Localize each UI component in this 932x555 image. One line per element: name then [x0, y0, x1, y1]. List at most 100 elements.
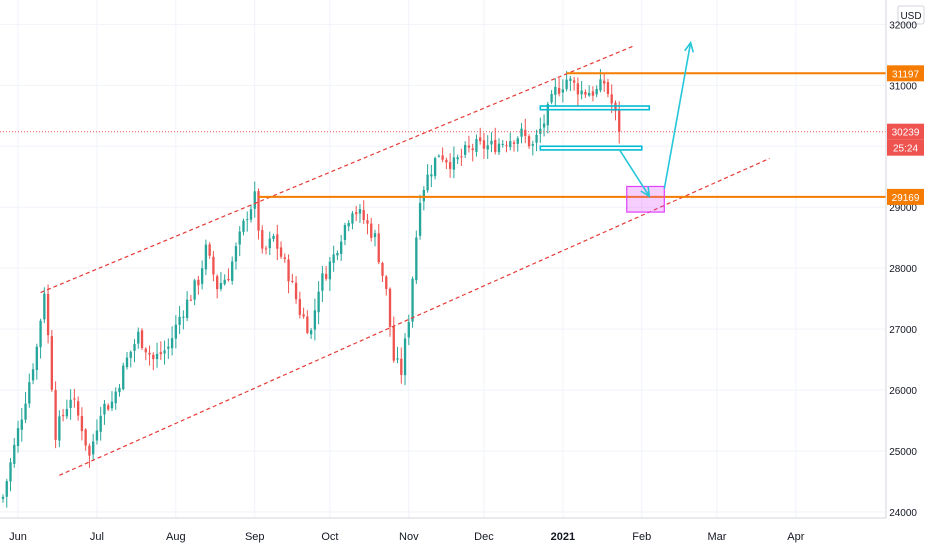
candle-body: [50, 336, 54, 390]
candle-body: [231, 261, 234, 281]
candle-body: [28, 382, 31, 404]
candle-body: [403, 338, 407, 376]
candle-body: [512, 142, 516, 144]
candle-body: [328, 261, 332, 280]
candle-body: [599, 79, 602, 91]
candle-body: [490, 140, 493, 145]
price-label-text: 31197: [892, 69, 920, 80]
candle-body: [392, 326, 395, 361]
candle-body: [464, 144, 467, 155]
candle-body: [182, 316, 185, 318]
candle-body: [572, 80, 576, 83]
candle-body: [61, 415, 65, 417]
candle-body: [279, 247, 283, 257]
candle-body: [467, 145, 471, 148]
candle-body: [471, 148, 474, 151]
candle-body: [415, 237, 418, 281]
candle-body: [253, 191, 256, 209]
candle-body: [373, 233, 377, 238]
candle-body: [242, 220, 245, 232]
candle-body: [35, 346, 38, 370]
time-axis-panel: [0, 518, 932, 550]
candle-body: [445, 159, 448, 163]
candle-body: [396, 358, 399, 360]
candle-body: [595, 88, 598, 95]
candle-body: [246, 219, 249, 221]
candle-body: [16, 428, 20, 447]
candle-body: [276, 234, 279, 249]
candle-body: [125, 357, 129, 368]
candle-body: [309, 330, 313, 335]
candle-body: [343, 225, 347, 241]
candle-body: [212, 256, 215, 275]
candle-body: [148, 352, 151, 355]
y-tick-label: 26000: [889, 386, 917, 397]
candles-layer: [1, 69, 621, 508]
candle-body: [460, 156, 463, 158]
candle-body: [31, 369, 35, 381]
candle-body: [321, 273, 324, 291]
candle-body: [479, 137, 482, 142]
candle-body: [264, 248, 268, 250]
candle-body: [216, 276, 219, 290]
channel-trendline: [59, 157, 770, 476]
candle-body: [287, 259, 290, 282]
candle-body: [234, 246, 238, 262]
y-tick-label: 32000: [889, 20, 917, 31]
candle-body: [155, 353, 159, 360]
candle-body: [355, 212, 358, 215]
drawings-layer: [0, 40, 886, 476]
currency-badge: [897, 5, 925, 25]
candle-body: [197, 279, 200, 286]
candle-body: [385, 276, 388, 289]
candle-body: [482, 140, 486, 149]
candle-body: [505, 145, 508, 147]
price-label-box: [887, 123, 924, 140]
price-label-text: 29169: [892, 193, 920, 204]
candle-body: [362, 210, 365, 220]
candle-body: [358, 209, 362, 214]
x-tick-label: Jun: [9, 531, 27, 543]
candle-body: [88, 445, 91, 456]
projection-arrow: [663, 42, 692, 190]
candle-body: [497, 143, 501, 153]
candle-body: [351, 213, 354, 224]
y-tick-label: 31000: [889, 81, 917, 92]
candle-body: [407, 322, 410, 338]
x-tick-label: Apr: [787, 531, 804, 543]
candle-body: [178, 316, 181, 325]
candle-body: [366, 220, 369, 224]
candle-body: [610, 94, 613, 104]
candle-body: [152, 354, 155, 360]
candle-body: [272, 235, 275, 240]
candle-body: [527, 136, 531, 147]
candle-body: [377, 233, 380, 263]
candle-body: [584, 91, 587, 95]
candle-body: [84, 429, 87, 446]
candle-body: [587, 93, 591, 96]
candle-body: [185, 299, 189, 318]
candle-body: [46, 293, 50, 336]
candle-body: [69, 399, 72, 409]
candle-body: [494, 139, 497, 152]
candle-body: [204, 244, 208, 270]
candle-body: [95, 430, 99, 441]
candle-body: [170, 338, 174, 349]
candle-body: [73, 398, 76, 400]
candle-body: [80, 415, 84, 432]
candle-body: [614, 102, 617, 112]
y-tick-label: 27000: [889, 325, 917, 336]
candle-body: [411, 278, 414, 322]
candle-body: [223, 279, 226, 285]
x-tick-label: 2021: [551, 531, 575, 543]
candle-body: [576, 83, 580, 95]
candle-body: [550, 94, 553, 103]
candle-body: [110, 401, 114, 409]
candle-body: [65, 408, 69, 417]
candle-body: [422, 189, 425, 202]
x-tick-label: Oct: [321, 531, 338, 543]
candle-body: [43, 293, 46, 320]
candle-body: [418, 202, 422, 236]
